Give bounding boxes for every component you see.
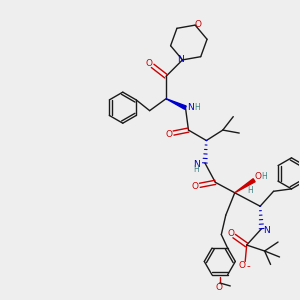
Text: O: O xyxy=(238,261,245,270)
Text: N: N xyxy=(264,226,270,235)
Text: O: O xyxy=(192,182,199,191)
Text: H: H xyxy=(261,172,267,181)
Text: O: O xyxy=(227,229,234,238)
Text: O: O xyxy=(194,20,201,29)
Text: O: O xyxy=(146,59,152,68)
Text: N: N xyxy=(188,103,194,112)
Text: -: - xyxy=(246,261,250,271)
Text: O: O xyxy=(166,130,172,139)
Text: H: H xyxy=(194,165,200,174)
Text: O: O xyxy=(216,283,223,292)
Polygon shape xyxy=(166,99,186,109)
Text: O: O xyxy=(254,172,261,181)
Text: H: H xyxy=(194,103,200,112)
Text: N: N xyxy=(193,160,200,169)
Polygon shape xyxy=(235,179,255,193)
Text: H: H xyxy=(248,186,253,195)
Text: N: N xyxy=(177,56,184,64)
